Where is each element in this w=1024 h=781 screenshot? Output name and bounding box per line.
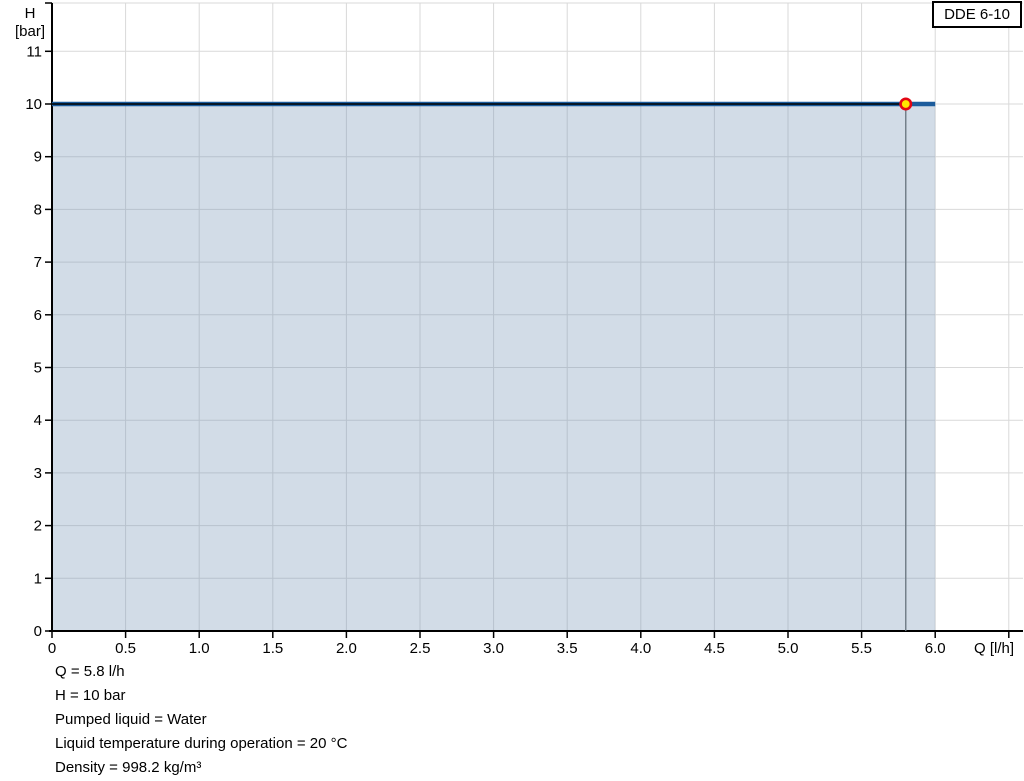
y-tick-label: 9 bbox=[34, 149, 42, 166]
x-tick-label: 5.5 bbox=[851, 640, 872, 657]
x-tick-label: 4.0 bbox=[630, 640, 651, 657]
x-tick-label: 4.5 bbox=[704, 640, 725, 657]
x-axis-title: Q [l/h] bbox=[974, 640, 1014, 657]
y-tick-label: 1 bbox=[34, 570, 42, 587]
x-tick-label: 3.0 bbox=[483, 640, 504, 657]
y-tick-label: 3 bbox=[34, 465, 42, 482]
y-tick-label: 10 bbox=[25, 96, 42, 113]
x-tick-label: 1.0 bbox=[189, 640, 210, 657]
operating-area-fill bbox=[52, 104, 936, 631]
y-tick-label: 11 bbox=[26, 43, 42, 60]
x-tick-label: 5.0 bbox=[778, 640, 799, 657]
y-tick-label: 0 bbox=[34, 623, 42, 640]
duty-point-notes: Q = 5.8 l/h H = 10 bar Pumped liquid = W… bbox=[55, 660, 347, 780]
note-pumped-liquid: Pumped liquid = Water bbox=[55, 711, 207, 728]
duty-point-marker bbox=[899, 97, 913, 111]
y-axis-title-unit: [bar] bbox=[15, 23, 45, 40]
y-tick-label: 7 bbox=[34, 254, 42, 271]
x-tick-label: 2.0 bbox=[336, 640, 357, 657]
note-flow: Q = 5.8 l/h bbox=[55, 663, 125, 680]
y-tick-label: 4 bbox=[34, 412, 42, 429]
y-tick-label: 6 bbox=[34, 307, 42, 324]
x-tick-label: 6.0 bbox=[925, 640, 946, 657]
y-axis-title: H bbox=[25, 5, 36, 22]
y-tick-label: 2 bbox=[34, 518, 42, 535]
x-tick-label: 2.5 bbox=[410, 640, 431, 657]
x-tick-label: 0 bbox=[48, 640, 56, 657]
pump-model-label: DDE 6-10 bbox=[932, 1, 1022, 28]
x-tick-label: 0.5 bbox=[115, 640, 136, 657]
y-tick-label: 5 bbox=[34, 360, 42, 377]
y-tick-label: 8 bbox=[34, 201, 42, 218]
x-tick-label: 1.5 bbox=[262, 640, 283, 657]
note-density: Density = 998.2 kg/m³ bbox=[55, 759, 202, 776]
note-liquid-temperature: Liquid temperature during operation = 20… bbox=[55, 735, 348, 752]
note-head: H = 10 bar bbox=[55, 687, 126, 704]
x-tick-label: 3.5 bbox=[557, 640, 578, 657]
